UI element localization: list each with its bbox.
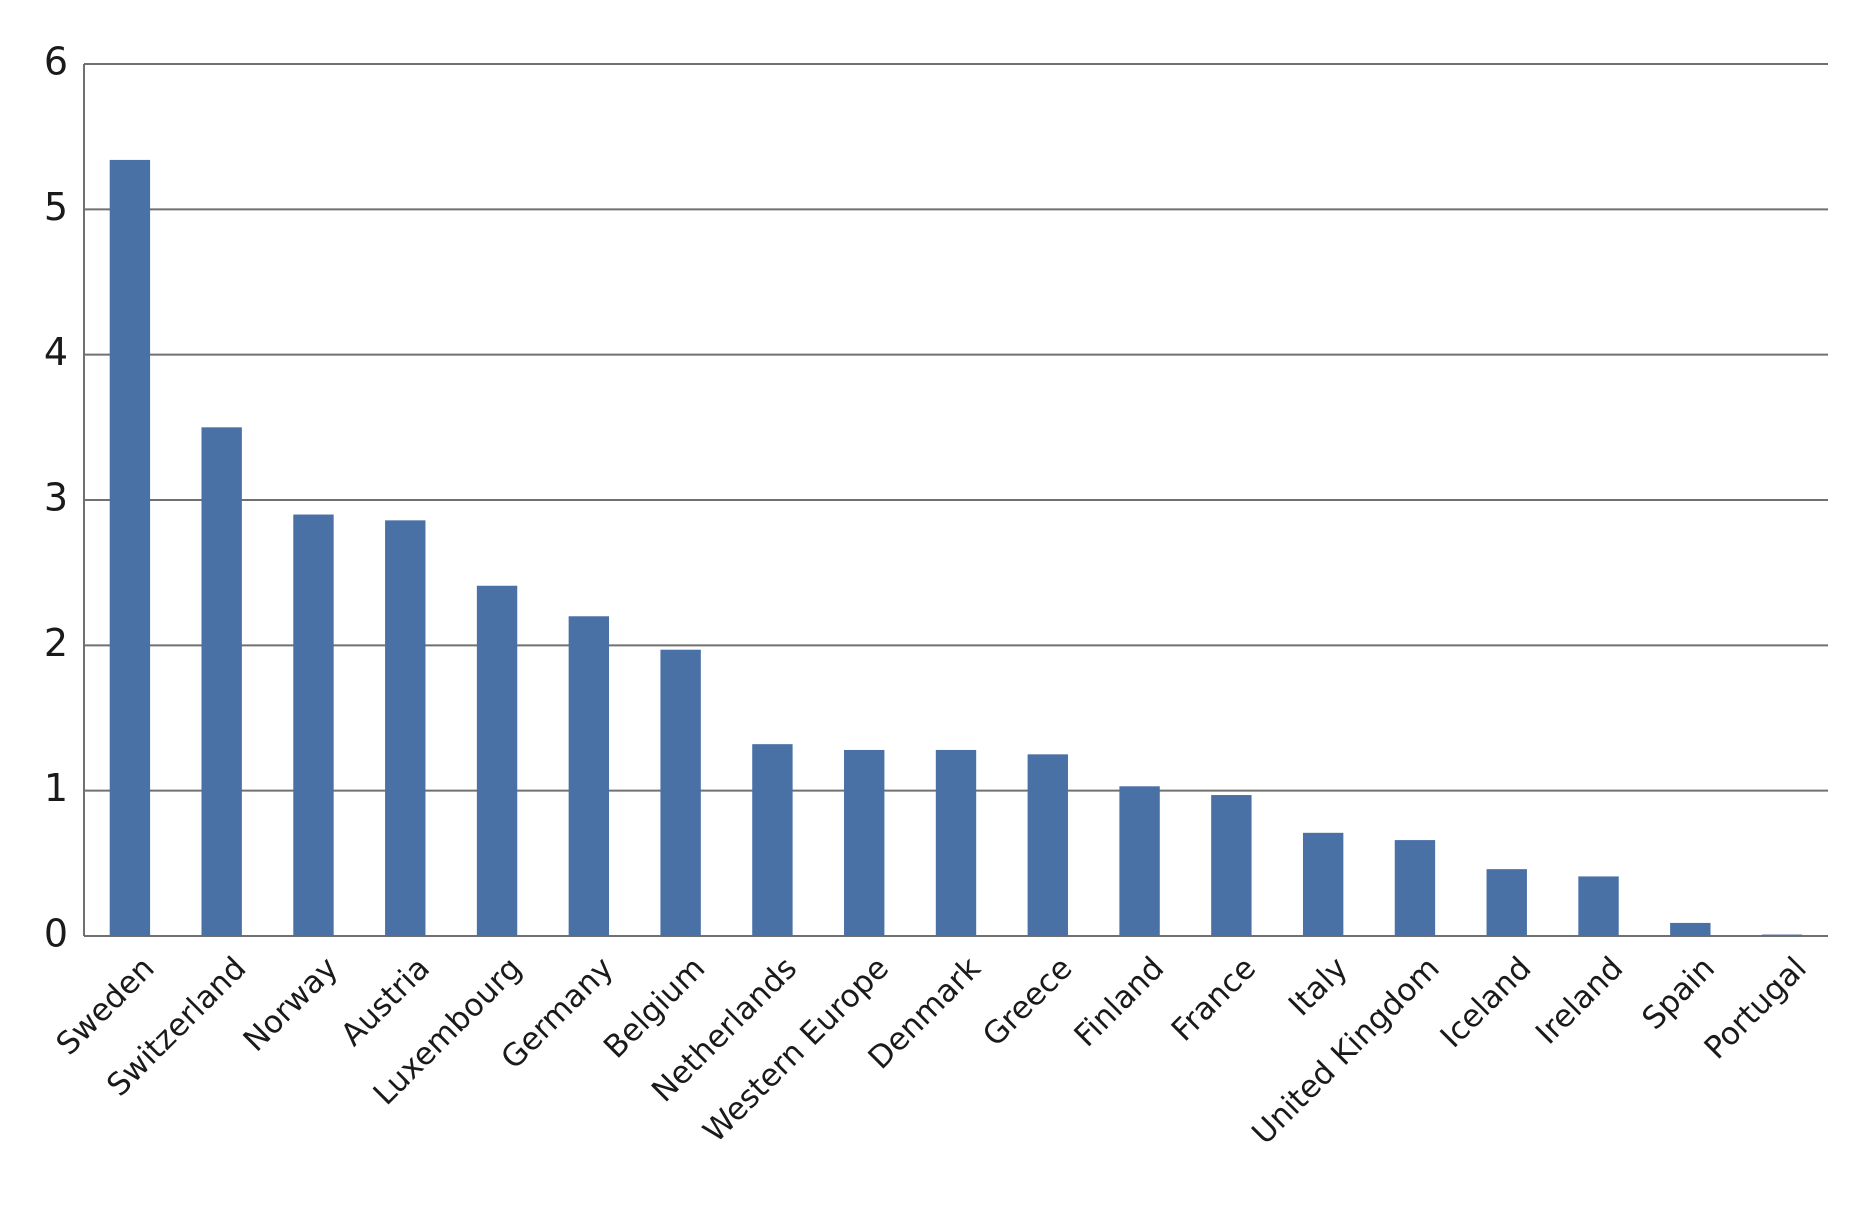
y-tick-label: 2: [44, 621, 68, 665]
y-tick-label: 5: [44, 185, 68, 229]
bar: [476, 585, 518, 936]
x-tick-label: Finland: [1067, 950, 1171, 1054]
bar: [752, 744, 793, 936]
bar: [568, 616, 610, 936]
y-tick-label: 1: [44, 766, 68, 810]
bar: [1211, 795, 1252, 936]
y-tick-label: 3: [44, 476, 68, 520]
y-tick-label: 0: [44, 912, 68, 956]
bar: [1578, 876, 1619, 936]
bar: [1761, 934, 1803, 936]
bar: [385, 520, 426, 936]
x-tick-label: Portugal: [1698, 950, 1814, 1066]
x-tick-label: Norway: [237, 950, 346, 1059]
bar: [1394, 840, 1436, 936]
bar: [935, 749, 977, 936]
x-tick-label: Italy: [1282, 950, 1355, 1023]
bar: [293, 514, 334, 936]
x-tick-label: Ireland: [1529, 950, 1630, 1051]
bar: [1486, 869, 1527, 936]
bar: [844, 749, 885, 936]
bar: [1119, 786, 1160, 936]
bar: [201, 427, 242, 936]
bar: [660, 649, 701, 936]
x-tick-label: Spain: [1635, 950, 1722, 1037]
x-tick-label: France: [1165, 950, 1263, 1048]
y-tick-label: 4: [44, 330, 68, 374]
bar: [1670, 922, 1711, 936]
bar: [109, 159, 151, 937]
y-tick-label: 6: [44, 40, 68, 84]
bar: [1027, 754, 1068, 936]
bar: [1302, 832, 1344, 936]
x-tick-label: Iceland: [1434, 950, 1539, 1055]
x-tick-label: Greece: [976, 950, 1079, 1053]
